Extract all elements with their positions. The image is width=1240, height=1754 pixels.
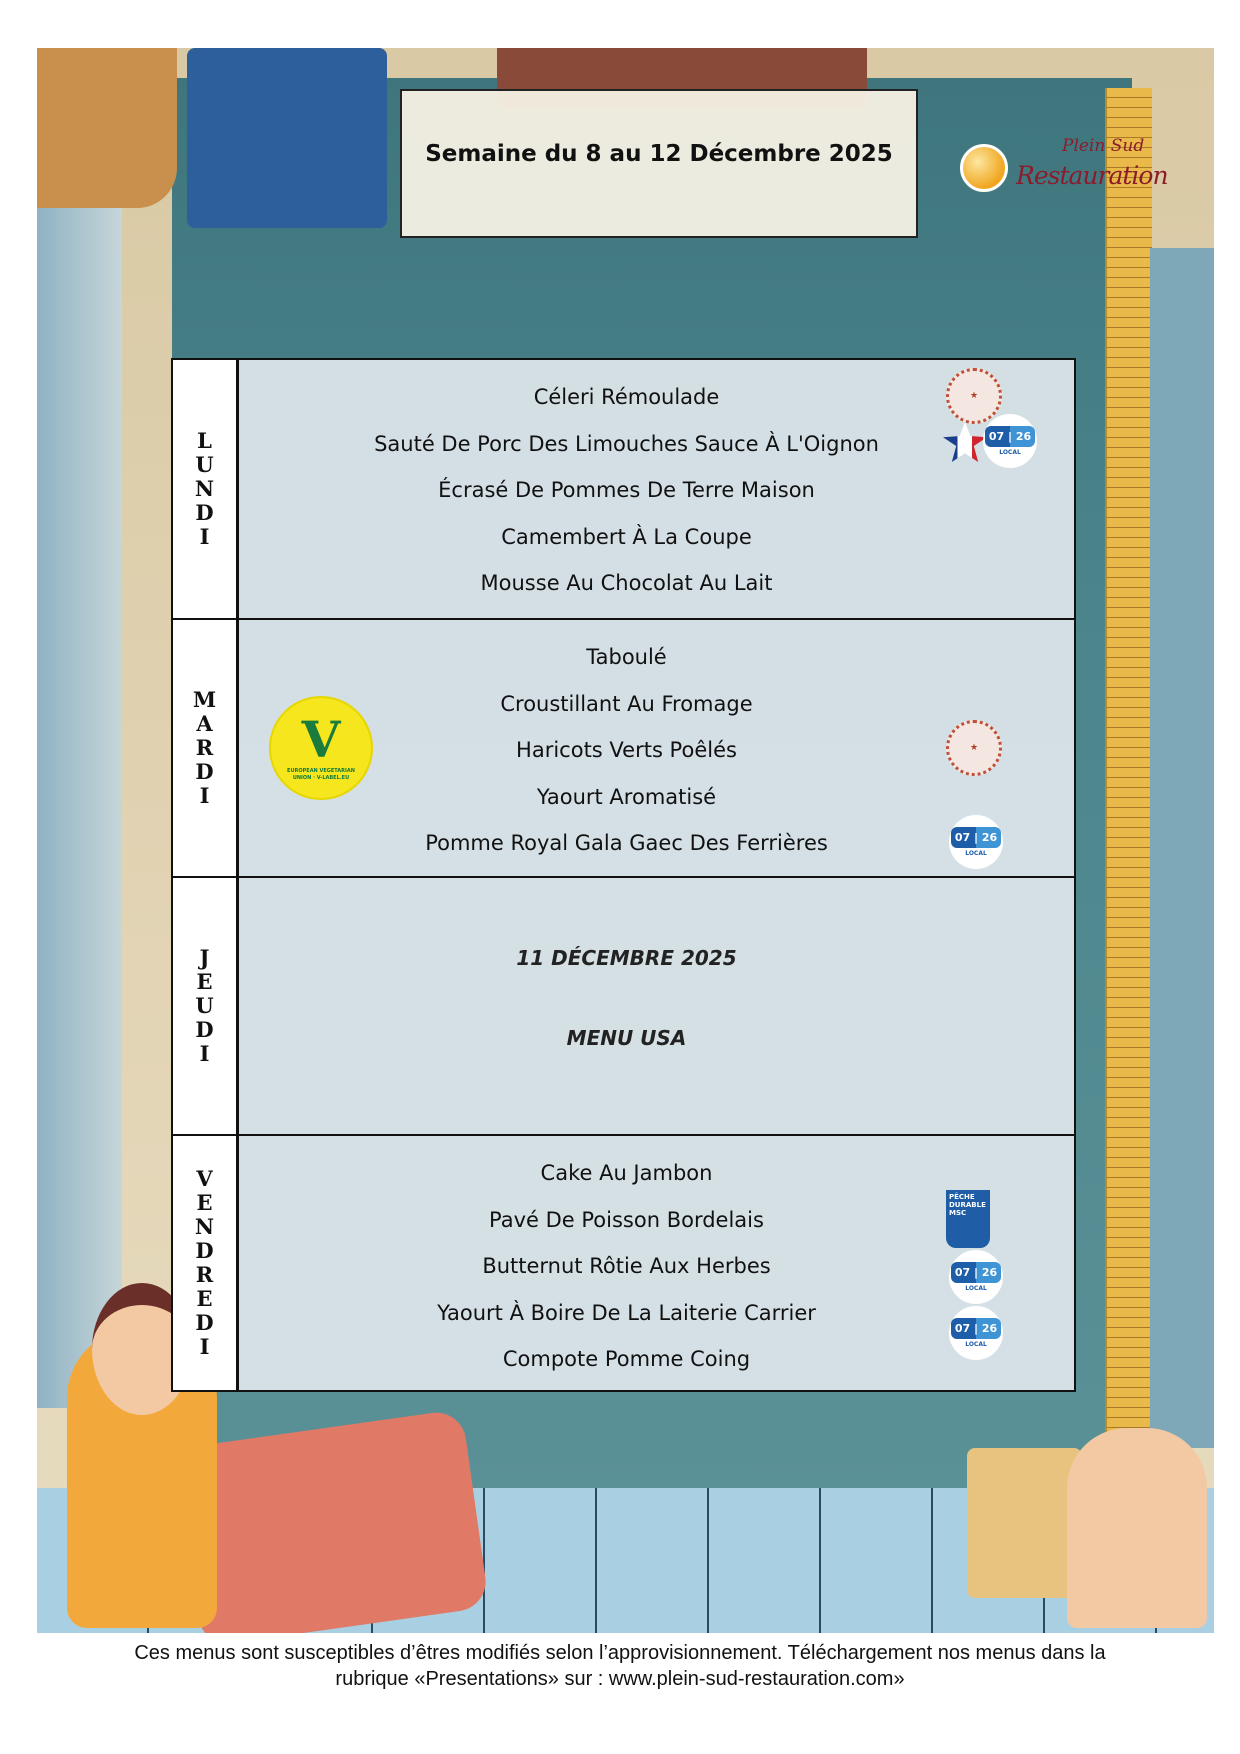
dish: Sauté De Porc Des Limouches Sauce À L'Oi… — [374, 431, 879, 456]
logo-line-1: Plein Sud — [1062, 136, 1145, 156]
label-rouge-icon: ★ — [946, 368, 1002, 424]
dish: Cake Au Jambon — [540, 1161, 713, 1185]
logo-line-2: Restauration — [1016, 161, 1169, 190]
orange-icon — [960, 144, 1008, 192]
dish: Mousse Au Chocolat Au Lait — [480, 571, 773, 595]
local-07-26-icon: 07 | 26 LOCAL — [949, 1250, 1003, 1304]
week-title-box: Semaine du 8 au 12 Décembre 2025 — [400, 89, 918, 238]
dish: Yaourt À Boire De La Laiterie Carrier — [437, 1300, 816, 1325]
label-rouge-icon: ★ — [946, 720, 1002, 776]
footer-notice: Ces menus sont susceptibles d’êtres modi… — [134, 1642, 1106, 1690]
msc-sustainable-fishing-icon: PÊCHE DURABLE MSC — [946, 1190, 990, 1248]
dish: Camembert À La Coupe — [501, 524, 752, 549]
local-07-26-icon: 07 | 26 LOCAL — [983, 414, 1037, 468]
dish: Yaourt Aromatisé — [536, 784, 717, 809]
dish: Céleri Rémoulade — [533, 385, 720, 409]
dish: Compote Pomme Coing — [502, 1347, 751, 1371]
vegetarian-label-icon: V EUROPEAN VEGETARIAN UNION · V-LABEL.EU — [269, 696, 373, 800]
dish: Haricots Verts Poêlés — [516, 738, 737, 762]
dish: Taboulé — [586, 645, 667, 669]
plein-sud-logo: Plein Sud Restauration — [942, 136, 1182, 196]
local-07-26-icon: 07 | 26 LOCAL — [949, 1306, 1003, 1360]
special-date: 11 DÉCEMBRE 2025 — [516, 946, 737, 970]
dish: Pavé De Poisson Bordelais — [489, 1207, 764, 1232]
dish: Butternut Rôtie Aux Herbes — [482, 1254, 771, 1278]
special-menu: MENU USA — [566, 1026, 687, 1050]
week-title: Semaine du 8 au 12 Décembre 2025 — [425, 140, 893, 167]
dish: Écrasé De Pommes De Terre Maison — [438, 478, 815, 502]
dish: Pomme Royal Gala Gaec Des Ferrières — [425, 831, 828, 855]
local-07-26-icon: 07 | 26 LOCAL — [949, 815, 1003, 869]
ruler-illustration — [1105, 88, 1152, 1538]
dish: Croustillant Au Fromage — [500, 691, 753, 716]
